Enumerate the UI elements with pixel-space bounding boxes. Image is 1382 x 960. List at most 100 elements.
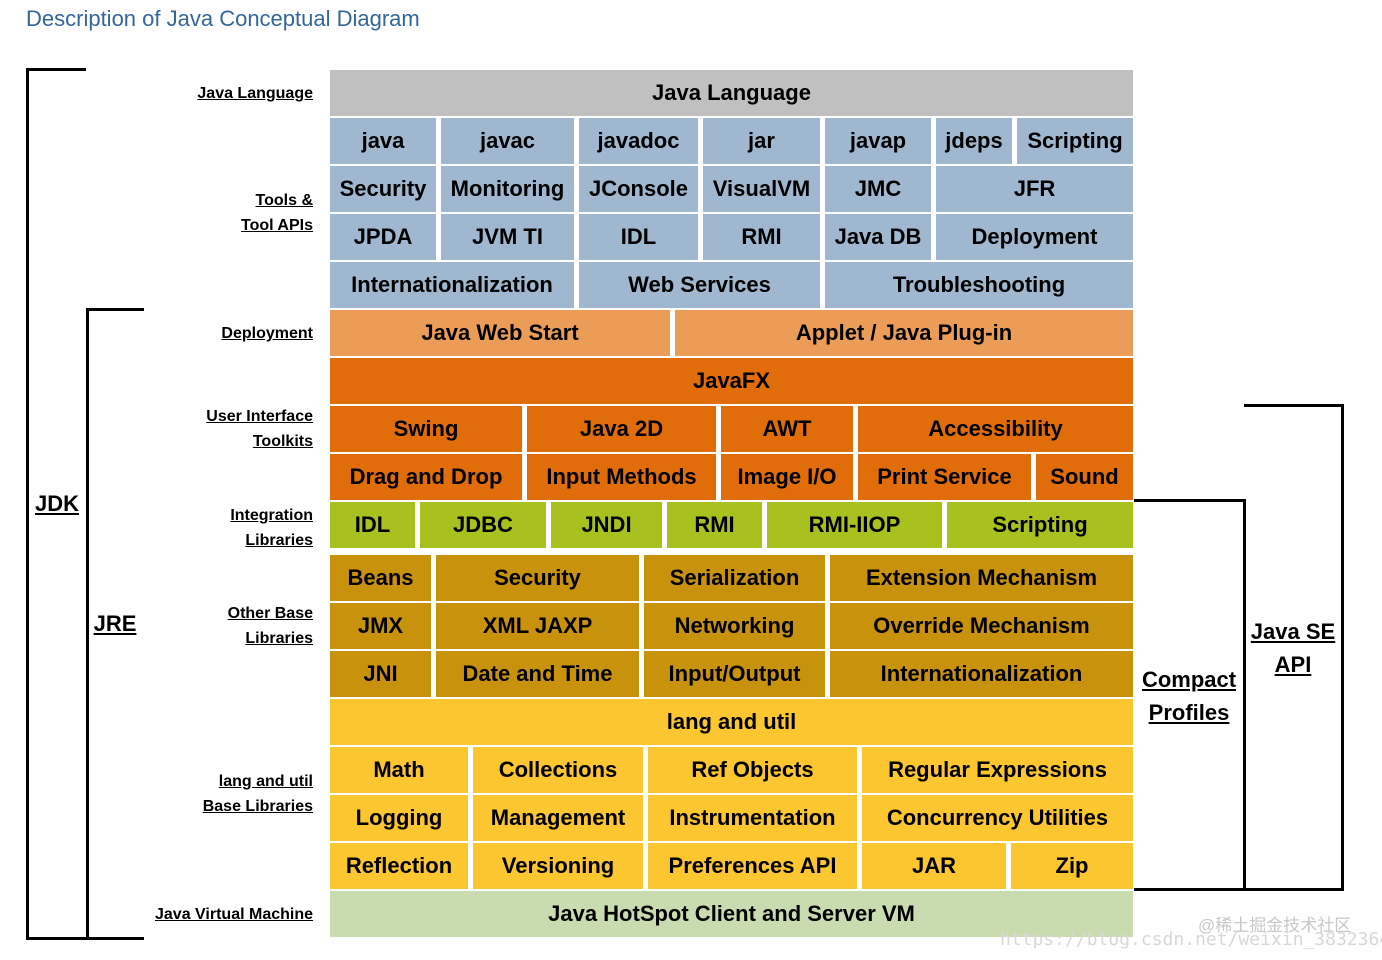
jdk-label[interactable]: JDK (32, 487, 82, 520)
component-cell[interactable]: Security (436, 555, 639, 601)
jre-label[interactable]: JRE (90, 607, 140, 640)
component-cell[interactable]: Security (330, 166, 436, 212)
component-cell[interactable]: JNDI (551, 502, 662, 548)
component-cell[interactable]: XML JAXP (436, 603, 639, 649)
component-cell[interactable]: Web Services (579, 262, 820, 308)
component-cell[interactable]: javac (441, 118, 574, 164)
component-cell[interactable]: Management (473, 795, 643, 841)
component-cell[interactable]: Instrumentation (648, 795, 857, 841)
component-cell[interactable]: Networking (644, 603, 825, 649)
row-label-text: Deployment (221, 325, 313, 342)
component-cell[interactable]: Internationalization (330, 262, 574, 308)
component-cell[interactable]: RMI (667, 502, 762, 548)
component-cell[interactable]: jdeps (936, 118, 1012, 164)
component-cell[interactable]: Beans (330, 555, 431, 601)
component-cell[interactable]: Zip (1011, 843, 1133, 889)
component-cell[interactable]: RMI (703, 214, 820, 260)
java-se-api-bracket (1244, 404, 1344, 891)
row-label-java-language[interactable]: Java Language (197, 81, 313, 106)
row-label-ui-toolkits[interactable]: User Interface Toolkits (206, 404, 313, 454)
row-label-deployment[interactable]: Deployment (221, 321, 313, 346)
jre-bracket (86, 308, 144, 940)
component-cell[interactable]: Preferences API (648, 843, 857, 889)
compact-profiles-bracket (1134, 499, 1246, 891)
row-label-text: Base Libraries (202, 798, 313, 815)
component-cell[interactable]: Deployment (936, 214, 1133, 260)
java-se-api-label[interactable]: Java SE API (1247, 615, 1339, 681)
component-cell[interactable]: Accessibility (858, 406, 1133, 452)
component-cell[interactable]: Drag and Drop (330, 454, 522, 500)
row-label-text: Java Language (197, 85, 313, 102)
component-cell[interactable]: Java HotSpot Client and Server VM (330, 891, 1133, 937)
component-cell[interactable]: Logging (330, 795, 468, 841)
component-cell[interactable]: JDBC (420, 502, 546, 548)
component-cell[interactable]: jar (703, 118, 820, 164)
component-cell[interactable]: Reflection (330, 843, 468, 889)
jre-label-text: JRE (93, 611, 137, 636)
row-label-text: Java Virtual Machine (155, 906, 313, 923)
component-cell[interactable]: Java 2D (527, 406, 716, 452)
component-cell[interactable]: IDL (330, 502, 415, 548)
row-label-text: Integration (230, 507, 313, 524)
java-se-api-text: Java SE (1250, 619, 1336, 644)
component-cell[interactable]: JVM TI (441, 214, 574, 260)
row-label-text: Other Base (227, 605, 313, 622)
component-cell[interactable]: Print Service (858, 454, 1031, 500)
component-cell[interactable]: Collections (473, 747, 643, 793)
component-cell[interactable]: Java Web Start (330, 310, 670, 356)
component-cell[interactable]: JAR (862, 843, 1006, 889)
component-cell[interactable]: java (330, 118, 436, 164)
component-cell[interactable]: lang and util (330, 699, 1133, 745)
component-cell[interactable]: JNI (330, 651, 431, 697)
row-label-text: Toolkits (252, 433, 313, 450)
component-cell[interactable]: JMC (825, 166, 931, 212)
java-se-api-text: API (1274, 652, 1312, 677)
component-cell[interactable]: JPDA (330, 214, 436, 260)
component-cell[interactable]: Scripting (1017, 118, 1133, 164)
component-cell[interactable]: Input/Output (644, 651, 825, 697)
component-cell[interactable]: Math (330, 747, 468, 793)
row-label-jvm[interactable]: Java Virtual Machine (155, 902, 313, 927)
component-cell[interactable]: JavaFX (330, 358, 1133, 404)
component-cell[interactable]: RMI-IIOP (767, 502, 942, 548)
row-label-text: Tools & (255, 192, 313, 209)
component-cell[interactable]: Ref Objects (648, 747, 857, 793)
component-cell[interactable]: Sound (1036, 454, 1133, 500)
component-cell[interactable]: Troubleshooting (825, 262, 1133, 308)
watermark-url: https://blog.csdn.net/weixin_38323645 (1000, 929, 1382, 950)
component-cell[interactable]: javap (825, 118, 931, 164)
component-cell[interactable]: Swing (330, 406, 522, 452)
component-cell[interactable]: Override Mechanism (830, 603, 1133, 649)
jdk-bracket (26, 68, 86, 940)
component-cell[interactable]: javadoc (579, 118, 698, 164)
component-cell[interactable]: JMX (330, 603, 431, 649)
component-cell[interactable]: IDL (579, 214, 698, 260)
component-cell[interactable]: Java Language (330, 70, 1133, 116)
component-cell[interactable]: Serialization (644, 555, 825, 601)
component-cell[interactable]: Image I/O (721, 454, 853, 500)
component-cell[interactable]: JConsole (579, 166, 698, 212)
component-cell[interactable]: Java DB (825, 214, 931, 260)
component-cell[interactable]: JFR (936, 166, 1133, 212)
component-cell[interactable]: VisualVM (703, 166, 820, 212)
row-label-other-base[interactable]: Other Base Libraries (228, 601, 313, 651)
component-cell[interactable]: Internationalization (830, 651, 1133, 697)
row-label-integration[interactable]: Integration Libraries (230, 503, 313, 553)
row-label-tools[interactable]: Tools & Tool APIs (241, 188, 313, 238)
component-cell[interactable]: Monitoring (441, 166, 574, 212)
row-label-text: Libraries (245, 532, 313, 549)
compact-profiles-label[interactable]: Compact Profiles (1137, 663, 1241, 729)
page-title: Description of Java Conceptual Diagram (26, 6, 420, 31)
component-cell[interactable]: Applet / Java Plug-in (675, 310, 1133, 356)
row-label-text: Libraries (245, 630, 313, 647)
watermark-text: @稀土掘金技术社区 (1198, 916, 1352, 935)
component-cell[interactable]: Versioning (473, 843, 643, 889)
component-cell[interactable]: Concurrency Utilities (862, 795, 1133, 841)
component-cell[interactable]: Input Methods (527, 454, 716, 500)
component-cell[interactable]: Date and Time (436, 651, 639, 697)
component-cell[interactable]: Scripting (947, 502, 1133, 548)
component-cell[interactable]: Regular Expressions (862, 747, 1133, 793)
component-cell[interactable]: Extension Mechanism (830, 555, 1133, 601)
row-label-lang-util[interactable]: lang and util Base Libraries (203, 769, 313, 819)
component-cell[interactable]: AWT (721, 406, 853, 452)
